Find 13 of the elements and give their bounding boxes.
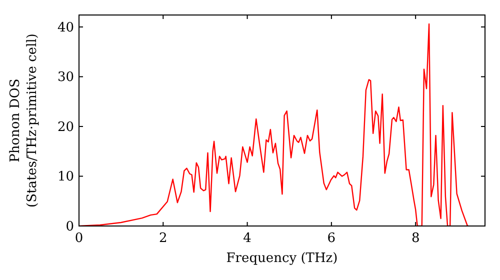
x-tick-label: 6: [327, 231, 336, 246]
y-tick-label: 30: [57, 70, 74, 86]
y-axis-title: Phonon DOS (States/THz·primitive cell): [8, 33, 40, 208]
x-axis-title: Frequency (THz): [226, 251, 338, 266]
y-tick-label: 40: [57, 20, 74, 36]
y-tick-label: 0: [66, 220, 74, 234]
y-tick-label: 20: [57, 120, 74, 135]
x-tick-label: 4: [243, 231, 252, 246]
x-tick-label: 0: [74, 231, 84, 246]
x-tick-label: 2: [159, 231, 168, 246]
y-tick-label: 10: [57, 170, 74, 185]
line-series: [79, 23, 469, 226]
x-tick-label: 8: [411, 231, 420, 246]
